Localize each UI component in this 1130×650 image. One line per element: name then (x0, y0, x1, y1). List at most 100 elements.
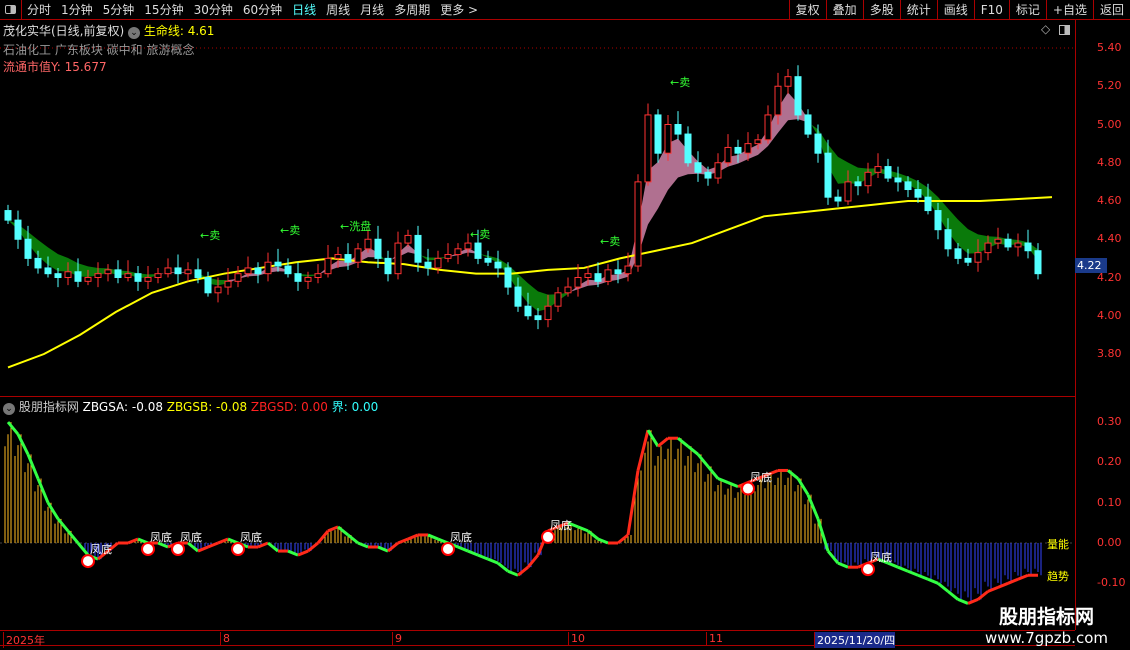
period-tab[interactable]: 60分钟 (242, 3, 283, 17)
fengdi-marker-icon (541, 529, 555, 544)
oscillator-segment (646, 429, 660, 448)
oscillator-segment (357, 541, 369, 549)
candle-body (374, 238, 382, 259)
candle-body (94, 273, 102, 278)
ribbon-segment (958, 219, 968, 254)
trend-label: 趋势 (1047, 570, 1069, 583)
candle-body (994, 238, 1002, 244)
candle-body (354, 248, 362, 263)
collapse-icon[interactable]: ⌄ (3, 403, 15, 415)
candle-body (304, 277, 312, 282)
period-tab[interactable]: 1分钟 (61, 3, 93, 17)
period-tab[interactable]: 多周期 (394, 3, 431, 17)
ribbon-segment (58, 254, 68, 272)
period-tab[interactable]: 月线 (360, 3, 385, 17)
stock-title-row: 茂化实华(日线,前复权) ⌄ 生命线: 4.61 (3, 22, 214, 39)
oscillator-segment (757, 473, 769, 480)
candle-body (174, 267, 182, 275)
oscillator-segment (487, 557, 499, 565)
candle-body (704, 171, 712, 179)
period-tab[interactable]: 周线 (326, 3, 351, 17)
oscillator-segment (887, 561, 899, 569)
layout-toggle-button[interactable] (0, 0, 22, 20)
oscillator-segment (307, 541, 319, 553)
toolbar-button[interactable]: F10 (973, 0, 1009, 20)
period-tab[interactable]: 30分钟 (193, 3, 233, 17)
period-tab[interactable]: 5分钟 (102, 3, 135, 17)
sell-signal: ←卖 (470, 227, 491, 241)
candle-body (84, 277, 92, 282)
oscillator-segment (577, 525, 589, 533)
price-tick: 4.60 (1097, 194, 1122, 207)
candle-body (254, 267, 262, 275)
oscillator-segment (497, 561, 509, 573)
stock-title: 茂化实华(日线,前复权) (3, 24, 125, 38)
period-tab[interactable]: 更多 > (440, 3, 479, 17)
oscillator-segment (337, 525, 349, 537)
toolbar-button[interactable]: 画线 (936, 0, 974, 20)
toolbar-button[interactable]: 复权 (788, 0, 826, 20)
zbgsa-value: ZBGSA: -0.08 (82, 400, 163, 414)
candle-body (574, 277, 582, 288)
date-label: 11 (706, 632, 723, 645)
period-tab[interactable]: 分时 (27, 3, 52, 17)
toolbar-button[interactable]: 统计 (899, 0, 937, 20)
candle-body (524, 305, 532, 317)
watermark-name: 股朋指标网 (998, 606, 1094, 628)
candle-body (464, 242, 472, 250)
candle-body (314, 273, 322, 278)
oscillator-segment (907, 569, 919, 577)
ribbon-segment (528, 283, 538, 312)
osc-tick: 0.30 (1097, 415, 1122, 429)
period-tab[interactable]: 日线 (292, 3, 317, 17)
price-tick: 3.80 (1097, 347, 1122, 360)
candle-body (834, 196, 842, 202)
panel-icon[interactable] (1059, 25, 1070, 35)
oscillator-segment (457, 545, 469, 553)
candle-body (634, 181, 642, 267)
candle-body (674, 124, 682, 135)
oscillator-segment (557, 521, 569, 529)
life-line-value: 生命线: 4.61 (143, 24, 215, 38)
date-label: 8 (220, 632, 230, 645)
toolbar-button[interactable]: 返回 (1092, 0, 1130, 20)
candle-body (1014, 242, 1022, 248)
toolbar-button[interactable]: 叠加 (825, 0, 863, 20)
toolbar-button[interactable]: 标记 (1008, 0, 1046, 20)
oscillator-segment (377, 545, 389, 553)
oscillator-segment (327, 525, 339, 533)
osc-tick: 0.20 (1097, 455, 1122, 469)
collapse-icon[interactable]: ⌄ (128, 27, 141, 39)
candle-body (824, 152, 832, 198)
diamond-icon[interactable]: ◇ (1041, 22, 1051, 36)
oscillator-segment (587, 529, 599, 541)
sector-tags: 石油化工 广东板块 碳中和 旅游概念 (3, 43, 195, 57)
candle-body (584, 273, 592, 278)
candle-body (424, 261, 432, 269)
period-tabs: 分时 1分钟 5分钟 15分钟 30分钟 60分钟 日线 周线 月线 多周期 更多 > (22, 1, 483, 18)
candle-body (964, 257, 972, 263)
candle-body (564, 286, 572, 294)
candle-body (864, 171, 872, 187)
candle-body (4, 210, 12, 221)
oscillator-segment (626, 470, 640, 536)
candle-body (714, 162, 722, 179)
fengdi-marker-icon (171, 542, 185, 556)
oscillator-segment (217, 537, 229, 545)
oscillator-segment (97, 549, 109, 561)
candle-body (284, 265, 292, 275)
oscillator-segment (706, 465, 720, 480)
oscillator-segment (927, 577, 939, 585)
candle-body (64, 271, 72, 279)
candle-body (604, 269, 612, 282)
toolbar-button[interactable]: +自选 (1045, 0, 1093, 20)
candle-body (724, 146, 732, 164)
oscillator-segment (947, 590, 959, 601)
candle-body (194, 269, 202, 279)
oscillator-segment (56, 517, 70, 532)
period-tab[interactable]: 15分钟 (144, 3, 184, 17)
candle-body (614, 269, 622, 275)
toolbar-button[interactable]: 多股 (862, 0, 900, 20)
candle-body (344, 254, 352, 263)
price-tick: 4.40 (1097, 232, 1122, 246)
